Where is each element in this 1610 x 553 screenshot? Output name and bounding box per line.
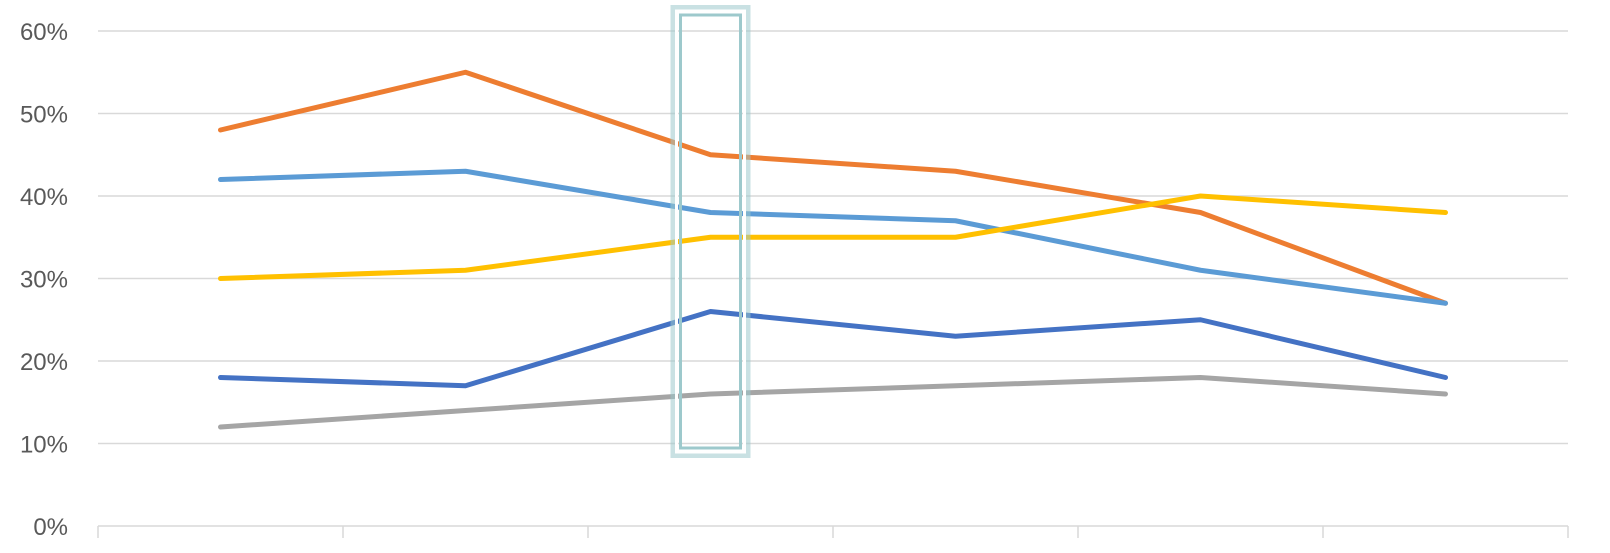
- series-line-4: [218, 309, 1448, 389]
- y-tick-label: 0%: [33, 514, 68, 541]
- series-lines: [218, 69, 1448, 430]
- y-tick-label: 60%: [20, 19, 68, 46]
- series-line-1: [218, 69, 1448, 306]
- y-axis-tick-labels: 0% 10% 20% 30% 40% 50% 60%: [20, 19, 68, 541]
- x-axis: [97, 525, 1569, 538]
- y-tick-label: 20%: [20, 349, 68, 376]
- y-tick-label: 10%: [20, 432, 68, 459]
- highlight-box-glow: [670, 5, 751, 458]
- series-line-5: [218, 375, 1448, 430]
- series-line-2: [218, 168, 1448, 306]
- y-tick-label: 40%: [20, 184, 68, 211]
- y-tick-label: 50%: [20, 102, 68, 129]
- highlight-box-inner: [675, 9, 746, 454]
- highlight-box-border: [679, 13, 742, 450]
- series-line-3: [218, 193, 1448, 281]
- y-tick-label: 30%: [20, 267, 68, 294]
- gridlines: [98, 30, 1568, 445]
- highlight-box: [670, 5, 751, 458]
